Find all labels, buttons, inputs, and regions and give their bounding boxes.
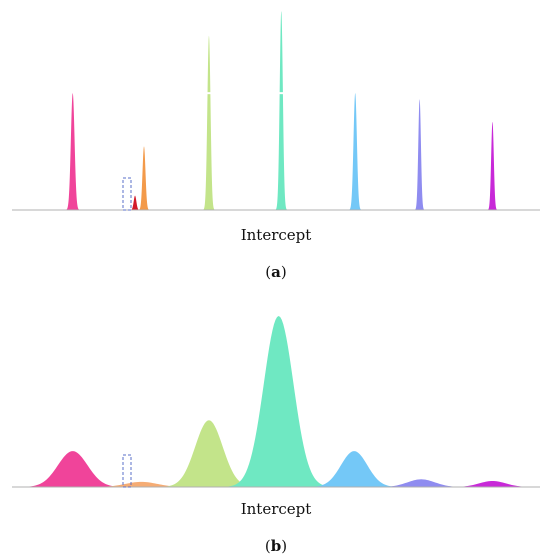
panel-b: Intercept (b) — [10, 316, 548, 555]
panel-b-density-7 — [437, 481, 548, 487]
panel-b-density-1 — [10, 451, 135, 487]
panel-b-density-2 — [74, 481, 208, 487]
panel-a-density-8 — [486, 121, 499, 210]
panel-b-density-4 — [216, 316, 341, 487]
panel-b-label-open: ( — [265, 537, 271, 555]
panel-a-highlight-box — [122, 177, 132, 211]
panel-b-density-6 — [363, 479, 479, 487]
panel-a-label-close: ) — [281, 263, 287, 281]
panel-a-density-3 — [137, 146, 151, 210]
panel-a-density-7 — [414, 99, 426, 210]
panel-a-density-2 — [129, 195, 141, 210]
panel-a-density-6 — [348, 93, 363, 210]
panel-b-x-axis-label: Intercept — [241, 500, 312, 518]
panel-a-density-4 — [202, 35, 216, 210]
panel-a-density-5-gap — [278, 92, 285, 95]
panel-a-series-group — [64, 11, 499, 210]
panel-a-label: (a) — [265, 263, 286, 281]
panel-a: Intercept (a) — [12, 11, 540, 281]
panel-a-density-1 — [64, 93, 81, 210]
panel-a-label-letter: a — [271, 263, 281, 281]
panel-b-label: (b) — [265, 537, 287, 555]
panel-a-label-open: ( — [265, 263, 271, 281]
panel-b-density-3 — [151, 420, 267, 487]
panel-a-x-axis-label: Intercept — [241, 226, 312, 244]
panel-b-density-5 — [298, 451, 410, 487]
panel-b-label-close: ) — [281, 537, 287, 555]
panel-a-density-5 — [274, 11, 288, 210]
panel-a-density-4-gap — [205, 92, 212, 95]
panel-b-series-group — [10, 316, 548, 487]
panel-b-label-letter: b — [271, 537, 282, 555]
panel-b-highlight-box — [122, 454, 132, 488]
